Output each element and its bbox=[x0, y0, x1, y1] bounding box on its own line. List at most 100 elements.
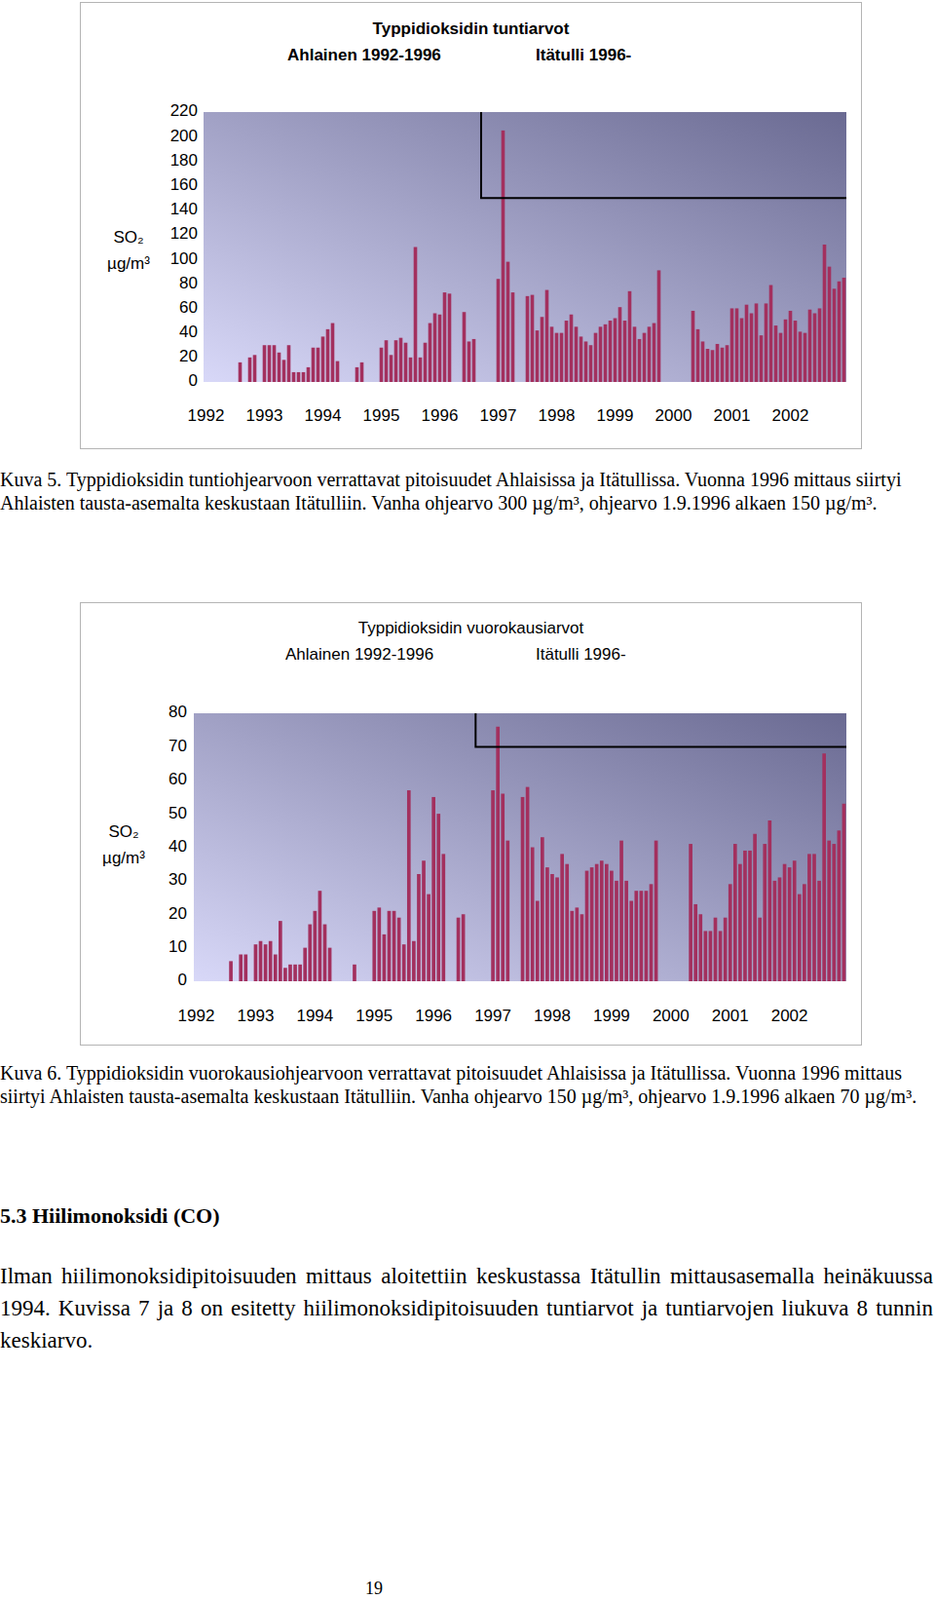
page-number: 19 bbox=[325, 1577, 423, 1599]
bar bbox=[701, 340, 706, 382]
x-tick-label: 2000 bbox=[655, 406, 693, 425]
bar bbox=[644, 890, 649, 981]
bar bbox=[759, 335, 764, 382]
x-tick-label: 1995 bbox=[355, 1006, 393, 1025]
bar bbox=[307, 924, 312, 981]
chart: Typpidioksidin tuntiarvotAhlainen 1992-1… bbox=[79, 1, 862, 449]
bar bbox=[654, 840, 659, 981]
page: Typpidioksidin tuntiarvotAhlainen 1992-1… bbox=[0, 0, 935, 1600]
bar bbox=[585, 870, 590, 981]
bar bbox=[282, 359, 287, 382]
bar bbox=[767, 820, 772, 981]
chart-subtitle: Itätulli 1996- bbox=[535, 644, 627, 664]
y-tick-label: 120 bbox=[170, 224, 198, 243]
bar bbox=[822, 244, 827, 382]
bar bbox=[831, 843, 836, 981]
bar bbox=[603, 324, 608, 382]
bar bbox=[735, 307, 740, 382]
bar bbox=[749, 312, 754, 382]
x-tick-label: 1993 bbox=[246, 406, 284, 425]
bar bbox=[614, 880, 619, 981]
x-tick-label: 1994 bbox=[296, 1006, 334, 1025]
bar bbox=[540, 316, 545, 382]
bar bbox=[798, 331, 803, 382]
bar bbox=[730, 307, 735, 382]
bar bbox=[808, 309, 813, 382]
bar bbox=[283, 967, 288, 981]
x-tick-label: 1994 bbox=[304, 406, 342, 425]
y-tick-label: 20 bbox=[179, 346, 198, 366]
bar bbox=[462, 311, 467, 382]
section-heading: 5.3 Hiilimonoksidi (CO) bbox=[0, 1201, 221, 1230]
bar bbox=[624, 880, 629, 981]
bar bbox=[599, 860, 604, 981]
bar bbox=[813, 312, 818, 382]
bar bbox=[259, 940, 263, 981]
bar bbox=[633, 326, 637, 382]
bar bbox=[402, 943, 407, 981]
bar bbox=[535, 900, 540, 982]
bar bbox=[832, 288, 837, 382]
bar bbox=[293, 964, 298, 981]
guideline bbox=[481, 112, 847, 198]
bar bbox=[696, 329, 701, 382]
bar bbox=[384, 339, 389, 382]
bar bbox=[407, 789, 412, 981]
bar bbox=[837, 829, 842, 981]
bar bbox=[394, 339, 399, 382]
bar bbox=[525, 296, 530, 382]
bar bbox=[500, 793, 505, 982]
y-tick-label: 60 bbox=[179, 298, 198, 317]
bar bbox=[764, 302, 769, 382]
bar bbox=[642, 333, 647, 382]
bar bbox=[472, 338, 477, 382]
bar bbox=[609, 870, 614, 981]
bar bbox=[608, 320, 613, 382]
bar bbox=[580, 913, 585, 981]
bar bbox=[623, 320, 628, 382]
bar bbox=[272, 344, 277, 382]
bar bbox=[277, 352, 282, 382]
caption: Kuva 6. Typpidioksidin vuorokausiohjearv… bbox=[0, 1060, 921, 1108]
bar bbox=[379, 347, 384, 382]
bar bbox=[619, 840, 624, 981]
bar bbox=[238, 954, 243, 982]
bar bbox=[564, 320, 569, 382]
bar bbox=[262, 344, 267, 382]
bar bbox=[530, 847, 535, 982]
guideline bbox=[475, 712, 847, 747]
y-tick-label: 100 bbox=[170, 249, 198, 268]
x-tick-label: 1992 bbox=[178, 1006, 216, 1025]
chart-frame bbox=[80, 602, 862, 1046]
bar bbox=[639, 890, 644, 981]
bar bbox=[769, 285, 774, 382]
bar bbox=[525, 786, 530, 981]
bar bbox=[448, 293, 452, 382]
bar bbox=[826, 840, 831, 981]
bar bbox=[779, 333, 784, 382]
bar bbox=[792, 860, 797, 981]
bar bbox=[733, 843, 738, 981]
bar bbox=[423, 342, 428, 382]
bar bbox=[837, 281, 842, 382]
bar bbox=[555, 876, 560, 981]
bar bbox=[793, 320, 798, 382]
x-tick-label: 1997 bbox=[480, 406, 518, 425]
bar bbox=[535, 330, 540, 382]
caption: Kuva 5. Typpidioksidin tuntiohjearvoon v… bbox=[0, 467, 921, 515]
bar bbox=[827, 266, 832, 382]
y-tick-label: 30 bbox=[168, 869, 187, 889]
bar bbox=[545, 290, 550, 382]
y-tick-label: 180 bbox=[170, 150, 198, 170]
y-tick-label: 40 bbox=[168, 836, 187, 856]
y-tick-label: 80 bbox=[168, 702, 187, 721]
bar bbox=[254, 943, 259, 981]
y-tick-label: 60 bbox=[168, 769, 187, 788]
bar bbox=[762, 843, 767, 981]
bar bbox=[287, 344, 292, 382]
bar bbox=[336, 361, 340, 382]
bar bbox=[723, 917, 728, 981]
bar bbox=[352, 964, 357, 981]
x-tick-label: 1993 bbox=[237, 1006, 275, 1025]
paragraph: Ilman hiilimonoksidipitoisuuden mittaus … bbox=[0, 1259, 934, 1356]
